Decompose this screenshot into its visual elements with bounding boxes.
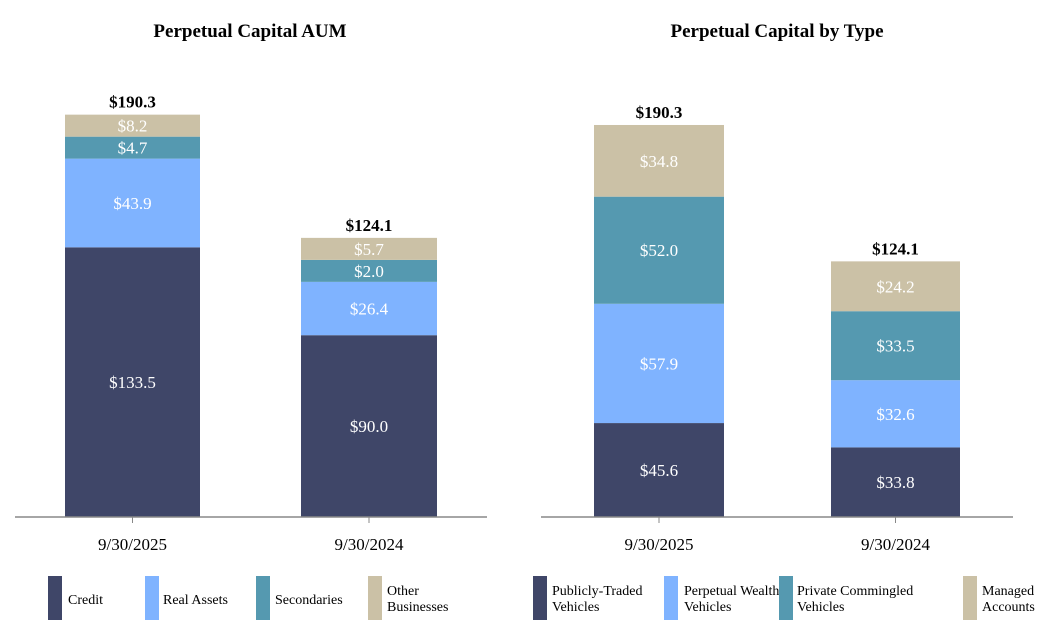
legend-label: Credit bbox=[68, 593, 103, 608]
bar-segment bbox=[65, 114, 200, 137]
bar-segment-label: $32.6 bbox=[876, 405, 914, 424]
bar-segment-label: $8.2 bbox=[118, 117, 148, 136]
legend-swatch bbox=[256, 576, 270, 620]
bar-segment-label: $52.0 bbox=[640, 241, 678, 260]
bar-total-label: $124.1 bbox=[872, 239, 919, 258]
bar-segment bbox=[831, 261, 960, 312]
x-tick-label: 9/30/2024 bbox=[335, 535, 404, 554]
legend-label: Perpetual Wealth bbox=[684, 584, 779, 599]
chart-title: Perpetual Capital by Type bbox=[670, 21, 883, 42]
legend-swatch bbox=[368, 576, 382, 620]
legend-label: Secondaries bbox=[275, 593, 343, 608]
x-tick-label: 9/30/2025 bbox=[625, 535, 694, 554]
bar-segment-label: $133.5 bbox=[109, 373, 156, 392]
bar-segment-label: $24.2 bbox=[876, 277, 914, 296]
bar-segment-label: $5.7 bbox=[354, 240, 384, 259]
bar-segment-label: $90.0 bbox=[350, 417, 388, 436]
legend-swatch bbox=[533, 576, 547, 620]
bar-segment bbox=[594, 303, 724, 424]
bar-segment bbox=[301, 259, 437, 282]
bar-segment-label: $2.0 bbox=[354, 262, 384, 281]
bar-segment-label: $43.9 bbox=[113, 194, 151, 213]
legend-label: Businesses bbox=[387, 600, 448, 615]
legend-label: Vehicles bbox=[552, 600, 599, 615]
legend-swatch bbox=[664, 576, 678, 620]
bar-segment-label: $34.8 bbox=[640, 152, 678, 171]
legend-label: Vehicles bbox=[797, 600, 844, 615]
legend-swatch bbox=[48, 576, 62, 620]
bar-segment bbox=[594, 423, 724, 517]
bar-total-label: $124.1 bbox=[346, 216, 393, 235]
bar-segment bbox=[301, 335, 437, 517]
bar-segment bbox=[594, 124, 724, 197]
bar-segment-label: $45.6 bbox=[640, 461, 678, 480]
x-tick-label: 9/30/2025 bbox=[98, 535, 167, 554]
bar-segment bbox=[65, 136, 200, 159]
bar-total-label: $190.3 bbox=[109, 93, 156, 112]
bar-segment-label: $57.9 bbox=[640, 354, 678, 373]
bar-segment-label: $33.8 bbox=[876, 473, 914, 492]
bar-total-label: $190.3 bbox=[636, 103, 683, 122]
bar-segment bbox=[831, 311, 960, 381]
legend-label: Publicly-Traded bbox=[552, 584, 642, 599]
legend-swatch bbox=[145, 576, 159, 620]
bar-segment bbox=[301, 281, 437, 336]
legend-label: Managed bbox=[982, 584, 1034, 599]
legend-swatch bbox=[779, 576, 793, 620]
bar-segment-label: $26.4 bbox=[350, 300, 389, 319]
bar-segment bbox=[594, 196, 724, 304]
legend-label: Other bbox=[387, 584, 419, 599]
legend-label: Private Commingled bbox=[797, 584, 913, 599]
bar-segment bbox=[831, 380, 960, 448]
legend-swatch bbox=[963, 576, 977, 620]
x-tick-label: 9/30/2024 bbox=[861, 535, 930, 554]
bar-segment bbox=[301, 237, 437, 260]
bar-segment bbox=[65, 158, 200, 248]
bar-segment-label: $4.7 bbox=[118, 139, 148, 158]
bar-segment bbox=[65, 247, 200, 517]
legend-label: Vehicles bbox=[684, 600, 731, 615]
legend-label: Accounts bbox=[982, 600, 1035, 615]
bar-segment-label: $33.5 bbox=[876, 337, 914, 356]
legend-label: Real Assets bbox=[163, 593, 228, 608]
chart-title: Perpetual Capital AUM bbox=[153, 21, 346, 42]
bar-segment bbox=[831, 447, 960, 517]
